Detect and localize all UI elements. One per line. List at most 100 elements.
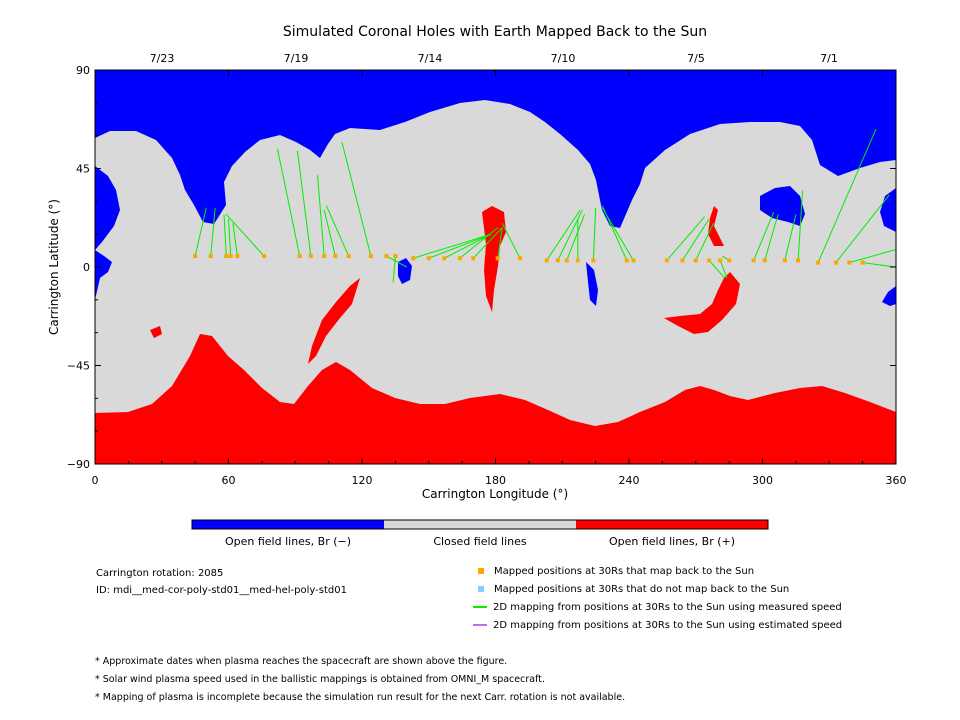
y-tick-label: 45: [76, 163, 90, 176]
mapped-point-12: [384, 254, 389, 259]
mapped-point-26: [624, 258, 629, 263]
equatorial-hole-west: [95, 250, 112, 300]
south-hole-finger-1: [308, 278, 360, 364]
mapped-point-41: [860, 260, 865, 265]
y-tick-label: −45: [67, 360, 90, 373]
x-tick-label: 0: [92, 474, 99, 487]
footnote-dates: * Approximate dates when plasma reaches …: [95, 656, 508, 667]
mapping-line-16: [444, 233, 492, 259]
mapping-line-17: [459, 227, 499, 259]
y-tick-label: −90: [67, 458, 90, 471]
date-tick-label: 7/5: [687, 52, 705, 65]
legend-estimated: 2D mapping from positions at 30Rs to the…: [473, 620, 842, 631]
mapping-line-6: [276, 148, 301, 257]
mapped-point-35: [762, 258, 767, 263]
mapping-line-28: [666, 216, 706, 261]
mapping-line-7: [296, 150, 312, 257]
mapped-point-34: [751, 258, 756, 263]
north-coronal-hole: [95, 70, 896, 228]
mapping-line-15: [428, 233, 492, 259]
mapped-point-23: [564, 258, 569, 263]
mapped-point-30: [693, 258, 698, 263]
mapping-line-32: [719, 260, 728, 279]
date-tick-label: 7/23: [150, 52, 175, 65]
mapping-line-37: [797, 190, 804, 261]
colorbar-label-closed: Closed field lines: [433, 535, 527, 548]
mapped-point-9: [333, 254, 338, 259]
chart-title: Simulated Coronal Holes with Earth Mappe…: [283, 24, 707, 40]
date-tick-label: 7/10: [551, 52, 576, 65]
equatorial-hole-2: [586, 262, 598, 306]
mapped-point-40: [847, 260, 852, 265]
mapping-line-12: [386, 255, 407, 268]
mapped-point-29: [680, 258, 685, 263]
carrington-rotation: Carrington rotation: 2085: [96, 568, 224, 579]
positive-hole-vertical: [708, 206, 724, 246]
y-axis-label: Carrington Latitude (°): [47, 199, 61, 335]
synoptic-map: [95, 70, 896, 464]
colorbar-open-negative: [192, 520, 384, 529]
mapping-lines: [194, 128, 897, 283]
south-coronal-hole: [95, 334, 896, 464]
mapping-line-40: [849, 249, 897, 264]
mapping-line-29: [681, 218, 710, 261]
south-hole-island: [426, 364, 446, 386]
mapped-point-39: [833, 260, 838, 265]
mapping-line-2: [223, 214, 227, 257]
mapped-point-24: [575, 258, 580, 263]
colorbar-label-positive: Open field lines, Br (+): [609, 535, 735, 548]
mapping-line-1: [210, 207, 216, 257]
mapping-line-0: [194, 207, 207, 257]
mapping-line-31: [708, 260, 726, 279]
mapped-point-18: [471, 256, 476, 261]
mapped-point-11: [368, 254, 373, 259]
colorbar-open-positive: [576, 520, 768, 529]
date-tick-label: 7/14: [418, 52, 443, 65]
mapped-point-33: [727, 258, 732, 263]
mapped-point-37: [796, 258, 801, 263]
mapping-line-11: [341, 142, 372, 257]
mapping-line-36: [784, 214, 797, 261]
mapping-line-13: [392, 256, 396, 283]
mapped-point-10: [346, 254, 351, 259]
y-tick-label: 0: [83, 261, 90, 274]
light-blue-square-icon: [478, 586, 484, 592]
mapping-line-22: [557, 209, 583, 261]
mapped-point-27: [631, 258, 636, 263]
x-axis: 0 60 120 180 240 300 360: [92, 70, 907, 487]
mapped-point-6: [297, 254, 302, 259]
mapped-point-3: [228, 254, 233, 259]
mapped-point-15: [426, 256, 431, 261]
footnote-incomplete: * Mapping of plasma is incomplete becaus…: [95, 692, 626, 703]
north-hole-extension-1: [760, 186, 805, 226]
x-tick-label: 240: [619, 474, 640, 487]
mapping-line-38: [817, 128, 877, 263]
mapped-point-16: [442, 256, 447, 261]
mapped-point-2: [224, 254, 229, 259]
run-id: ID: mdi__med-cor-poly-std01__med-hel-pol…: [96, 585, 347, 596]
date-tick-label: 7/19: [284, 52, 309, 65]
mapping-line-10: [325, 205, 350, 257]
mapping-line-4: [232, 223, 238, 257]
colorbar-closed: [384, 520, 576, 529]
orange-square-icon: [478, 568, 484, 574]
mapping-line-25: [592, 207, 597, 261]
mapped-point-38: [816, 260, 821, 265]
positive-hole-dot-1: [150, 326, 162, 338]
colorbar: Open field lines, Br (−) Closed field li…: [191, 519, 769, 548]
mapping-line-19: [497, 227, 503, 259]
mapped-point-8: [322, 254, 327, 259]
north-hole-west-lobe: [95, 166, 120, 250]
positive-hole-southward: [664, 272, 740, 334]
mapped-point-7: [308, 254, 313, 259]
date-axis: 7/23 7/19 7/14 7/10 7/5 7/1: [150, 52, 838, 65]
mapping-line-35: [764, 214, 779, 261]
positive-hole-equatorial: [482, 206, 506, 312]
green-line-icon: [473, 606, 487, 608]
mapping-line-21: [546, 209, 581, 261]
legend-unmapped: Mapped positions at 30Rs that do not map…: [478, 584, 789, 595]
footnote-speed: * Solar wind plasma speed used in the ba…: [95, 674, 545, 685]
mapping-line-30: [695, 223, 715, 261]
legend-mapped: Mapped positions at 30Rs that map back t…: [478, 566, 754, 577]
